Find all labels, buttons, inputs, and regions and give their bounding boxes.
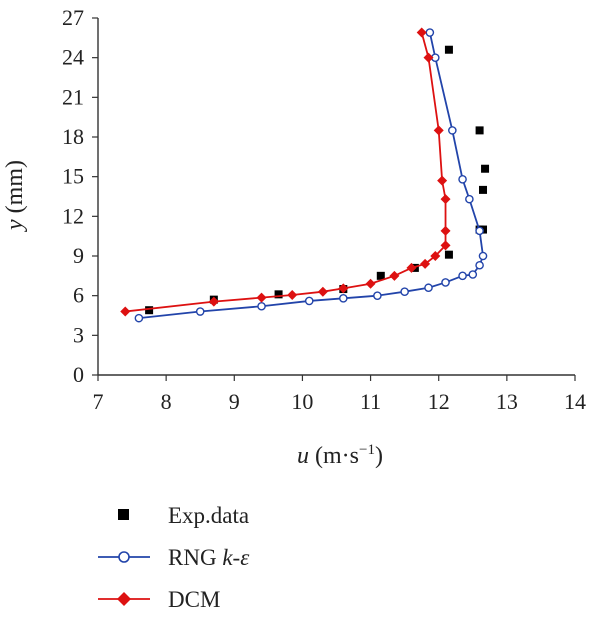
data-point-diamond	[437, 175, 448, 186]
x-tick-label: 9	[229, 389, 240, 414]
legend-label-exp: Exp.data	[168, 503, 249, 528]
legend-label-dcm: DCM	[168, 587, 220, 612]
data-point-diamond	[338, 283, 349, 294]
legend-item-exp: Exp.data	[118, 503, 249, 528]
data-point-circle	[465, 194, 474, 204]
data-point-diamond	[317, 286, 328, 297]
y-tick-label: 3	[73, 322, 84, 347]
data-point-circle	[458, 175, 467, 184]
y-tick-label: 21	[62, 84, 84, 109]
y-tick-label: 15	[62, 164, 84, 189]
x-tick-label: 10	[291, 389, 313, 414]
series-1	[134, 28, 488, 323]
data-point-circle	[304, 296, 314, 306]
y-ticks: 0 3 6 9 12 15 18 21 24 27	[62, 5, 98, 387]
axes	[97, 18, 575, 376]
data-point-diamond	[208, 296, 219, 307]
data-point-diamond	[423, 52, 434, 63]
data-point-diamond	[365, 278, 376, 289]
y-tick-label: 0	[73, 362, 84, 387]
y-tick-label: 9	[73, 243, 84, 268]
data-point-square	[444, 250, 453, 259]
y-axis-title: y (mm)	[2, 160, 28, 232]
x-tick-label: 8	[161, 389, 172, 414]
data-point-circle	[458, 271, 467, 281]
series-line-2	[125, 32, 447, 313]
data-point-circle	[475, 260, 484, 270]
data-point-diamond	[430, 251, 441, 261]
data-point-square	[444, 45, 453, 54]
data-point-circle	[441, 278, 450, 287]
x-tick-label: 13	[496, 389, 518, 414]
data-point-diamond	[416, 27, 427, 38]
data-point-square	[376, 271, 385, 280]
data-point-diamond	[287, 290, 298, 301]
data-point-circle	[195, 307, 205, 316]
series-layer	[120, 27, 490, 323]
data-point-diamond	[440, 225, 451, 236]
data-point-diamond	[440, 194, 451, 205]
data-point-diamond	[389, 270, 400, 281]
data-point-circle	[475, 226, 484, 236]
data-point-circle	[478, 251, 488, 261]
y-tick-label: 27	[62, 5, 84, 30]
data-point-square	[274, 290, 283, 299]
x-tick-label: 7	[93, 389, 104, 414]
legend-marker-circle	[118, 551, 130, 563]
y-tick-label: 24	[62, 45, 84, 70]
data-point-square	[481, 164, 490, 173]
data-point-circle	[400, 287, 409, 297]
data-point-diamond	[120, 306, 131, 317]
series-0	[145, 45, 490, 315]
data-point-circle	[425, 28, 435, 37]
data-point-circle	[339, 294, 348, 303]
x-axis-title: u (m·s−1)	[297, 442, 383, 469]
legend-label-rng: RNG k-ε	[168, 545, 250, 570]
data-point-circle	[448, 126, 457, 135]
legend-marker-diamond	[117, 592, 131, 606]
x-tick-label: 11	[360, 389, 381, 414]
data-point-circle	[424, 283, 433, 293]
legend-item-dcm: DCM	[98, 587, 220, 612]
data-point-circle	[257, 301, 266, 311]
data-point-circle	[468, 270, 478, 279]
x-tick-label: 14	[564, 389, 586, 414]
legend: Exp.data RNG k-ε DCM	[98, 503, 250, 612]
y-tick-label: 18	[62, 124, 84, 149]
data-point-diamond	[420, 258, 431, 269]
data-point-diamond	[440, 240, 451, 251]
x-tick-label: 12	[428, 389, 450, 414]
y-tick-label: 12	[62, 203, 84, 228]
legend-marker-square	[118, 509, 129, 520]
data-point-circle	[134, 313, 144, 323]
data-point-diamond	[256, 292, 267, 303]
data-point-diamond	[406, 262, 417, 273]
data-point-square	[479, 185, 488, 194]
data-point-square	[475, 126, 484, 135]
legend-item-rng: RNG k-ε	[98, 545, 250, 570]
data-point-square	[145, 306, 154, 315]
y-tick-label: 6	[73, 283, 84, 308]
series-2	[120, 27, 451, 317]
data-point-diamond	[433, 125, 444, 136]
data-point-circle	[373, 291, 382, 300]
x-ticks: 7 8 9 10 11 12 13 14	[93, 375, 586, 414]
